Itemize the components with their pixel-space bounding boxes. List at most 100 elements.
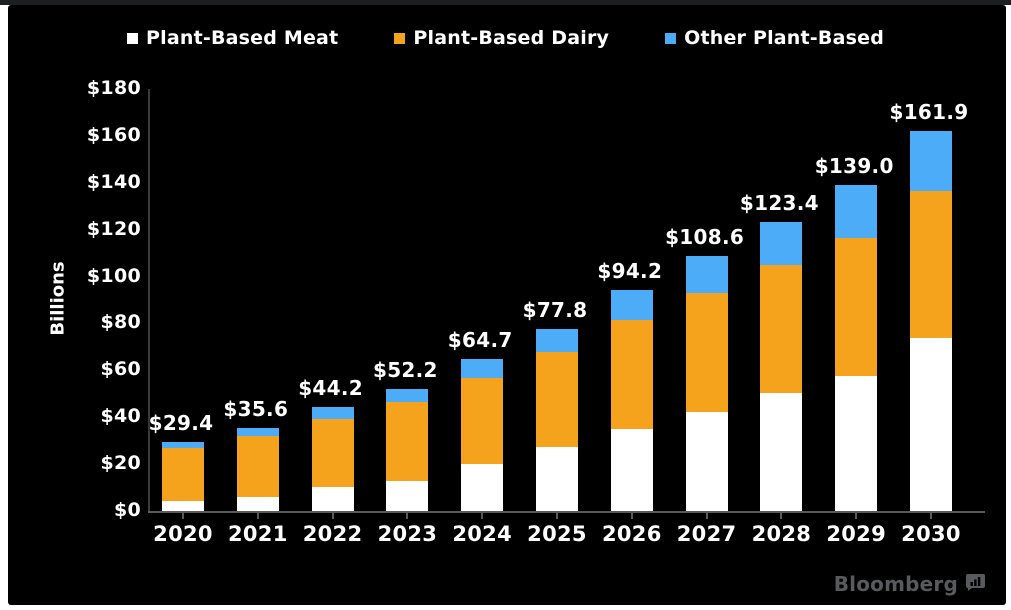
x-category-label: 2022 — [302, 522, 363, 546]
y-tick-label: $0 — [113, 499, 141, 521]
x-axis-tick — [481, 513, 484, 519]
x-axis-tick — [406, 513, 409, 519]
y-tick-label: $40 — [100, 405, 141, 428]
bloomberg-logo-text: Bloomberg — [833, 572, 958, 596]
x-axis-tick — [556, 513, 558, 519]
x-axis-tick — [930, 513, 932, 519]
stacked-bar-2030 — [910, 131, 952, 511]
bar-total-label: $94.2 — [597, 259, 663, 284]
bar-segment-plant-based-dairy — [910, 190, 952, 339]
x-category-label: 2025 — [527, 522, 587, 546]
bar-segment-plant-based-meat — [311, 486, 354, 511]
stacked-bar-2021 — [236, 427, 279, 511]
x-axis-tick — [705, 513, 708, 519]
legend-item-dairy: Plant-Based Dairy — [394, 27, 609, 49]
bar-total-label: $44.2 — [298, 376, 363, 401]
x-category-label: 2024 — [452, 522, 513, 546]
stacked-bar-2022 — [311, 407, 354, 511]
bar-total-label: $108.6 — [665, 225, 745, 250]
legend-swatch-other — [665, 32, 677, 44]
bar-segment-other-plant-based — [685, 256, 728, 294]
y-tick-label: $160 — [86, 123, 141, 146]
x-axis-tick — [182, 513, 184, 519]
bar-segment-other-plant-based — [835, 185, 878, 238]
bar-segment-plant-based-dairy — [685, 293, 728, 412]
y-tick-label: $180 — [86, 77, 141, 99]
bloomberg-branding: Bloomberg — [834, 572, 985, 596]
stacked-bar-2028 — [760, 221, 803, 511]
x-axis-tick — [855, 513, 858, 519]
bar-segment-plant-based-meat — [760, 393, 803, 511]
x-axis-tick — [780, 513, 783, 519]
bar-segment-plant-based-dairy — [610, 319, 653, 430]
bar-total-label: $52.2 — [373, 357, 438, 382]
stacked-bar-2020 — [162, 442, 204, 511]
y-tick-label: $140 — [86, 170, 141, 193]
x-category-label: 2021 — [227, 522, 288, 546]
bar-segment-plant-based-dairy — [461, 378, 504, 465]
bar-segment-other-plant-based — [610, 290, 653, 320]
window-top-strip — [0, 0, 1011, 5]
bar-segment-other-plant-based — [910, 131, 952, 191]
bar-segment-plant-based-meat — [910, 338, 952, 511]
stacked-bar-2025 — [536, 328, 578, 511]
legend-swatch-dairy — [394, 32, 406, 44]
legend-item-other: Other Plant-Based — [665, 27, 884, 49]
x-axis-tick — [256, 513, 259, 519]
bar-segment-plant-based-meat — [162, 501, 204, 511]
bar-segment-other-plant-based — [536, 328, 578, 352]
x-axis-tick — [331, 513, 334, 519]
x-category-label: 2023 — [377, 522, 438, 546]
bar-segment-plant-based-meat — [386, 480, 429, 511]
bar-segment-other-plant-based — [461, 359, 504, 379]
bar-segment-other-plant-based — [311, 407, 354, 420]
x-category-label: 2029 — [826, 522, 887, 546]
bar-segment-plant-based-meat — [610, 429, 653, 511]
chart-legend: Plant-Based Meat Plant-Based Dairy Other P… — [0, 27, 1011, 49]
stacked-bar-2023 — [386, 388, 429, 511]
stacked-bar-2029 — [835, 185, 878, 511]
stacked-bar-2024 — [461, 359, 504, 511]
bar-segment-plant-based-dairy — [760, 265, 803, 394]
bar-segment-plant-based-dairy — [386, 402, 429, 481]
bar-segment-plant-based-dairy — [835, 237, 878, 376]
x-category-label: 2030 — [901, 522, 961, 546]
y-tick-label: $120 — [86, 217, 141, 240]
y-tick-label: $80 — [100, 311, 141, 334]
bar-total-label: $35.6 — [223, 396, 289, 421]
stacked-bar-2026 — [610, 290, 653, 511]
legend-label: Plant-Based Meat — [146, 27, 339, 49]
bar-total-label: $29.4 — [148, 411, 214, 436]
bar-total-label: $64.7 — [447, 328, 513, 353]
bar-segment-other-plant-based — [386, 388, 429, 403]
bar-total-label: $161.9 — [889, 100, 969, 125]
bar-segment-plant-based-meat — [685, 411, 728, 511]
bar-segment-other-plant-based — [162, 442, 204, 449]
x-category-label: 2020 — [153, 522, 213, 546]
x-axis-tick — [630, 513, 633, 519]
y-axis-title: Billions — [47, 261, 69, 336]
bar-total-label: $139.0 — [814, 154, 894, 179]
bar-chart-icon — [966, 573, 985, 595]
bar-segment-other-plant-based — [236, 427, 279, 436]
x-category-label: 2026 — [601, 522, 662, 546]
x-category-label: 2028 — [751, 522, 812, 546]
bar-total-label: $123.4 — [739, 190, 819, 215]
bar-segment-plant-based-dairy — [311, 419, 354, 487]
x-axis-line — [148, 511, 985, 513]
bar-total-label: $77.8 — [522, 297, 588, 322]
bar-segment-plant-based-meat — [236, 497, 279, 511]
legend-swatch-meat — [127, 32, 138, 44]
bar-segment-plant-based-meat — [835, 375, 878, 511]
bar-segment-plant-based-meat — [536, 446, 578, 511]
y-tick-label: $100 — [86, 264, 141, 287]
y-axis-line — [148, 89, 150, 511]
bar-segment-plant-based-dairy — [236, 435, 279, 498]
legend-label: Other Plant-Based — [684, 27, 884, 49]
bar-segment-other-plant-based — [760, 221, 803, 266]
y-tick-label: $60 — [100, 358, 141, 381]
y-tick-label: $20 — [100, 452, 141, 475]
x-category-label: 2027 — [676, 522, 737, 546]
